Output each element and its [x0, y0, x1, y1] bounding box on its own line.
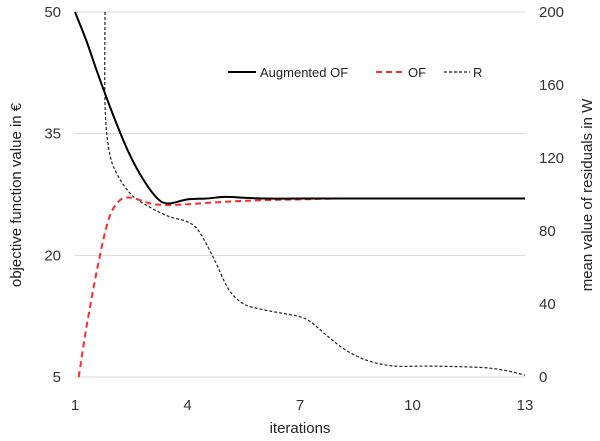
- series-layer: [74, 11, 526, 378]
- y-right-tick-label: 160: [539, 77, 564, 94]
- legend: Augmented OF OF R: [228, 65, 482, 80]
- x-axis-title: iterations: [270, 420, 331, 437]
- y-left-tick-label: 20: [44, 247, 61, 264]
- tick-labels: 5 20 35 50 0 40 80 120 160 200 1 4 7 10 13: [44, 4, 564, 414]
- x-tick-label: 1: [71, 397, 79, 414]
- y-left-tick-label: 5: [53, 369, 61, 386]
- y-axis-right-title: mean value of residuals in W: [579, 98, 596, 291]
- y-axis-left-title: objective function value in €: [8, 102, 25, 287]
- legend-label-of: OF: [408, 65, 426, 80]
- y-right-tick-label: 0: [539, 369, 547, 386]
- y-right-tick-label: 80: [539, 223, 556, 240]
- legend-label-augmented-of: Augmented OF: [260, 65, 348, 80]
- series-line-of: [77, 196, 526, 378]
- y-right-tick-label: 40: [539, 296, 556, 313]
- x-tick-label: 7: [296, 397, 304, 414]
- legend-label-r: R: [473, 65, 482, 80]
- y-right-tick-label: 120: [539, 150, 564, 167]
- y-right-tick-label: 200: [539, 4, 564, 21]
- x-tick-label: 4: [183, 397, 191, 414]
- series-line-augmented-of: [74, 11, 526, 205]
- x-tick-label: 10: [404, 397, 421, 414]
- y-left-tick-label: 50: [44, 4, 61, 21]
- x-tick-label: 13: [517, 397, 534, 414]
- series-line-r: [104, 11, 526, 376]
- gridlines: [75, 11, 525, 378]
- y-left-tick-label: 35: [44, 126, 61, 143]
